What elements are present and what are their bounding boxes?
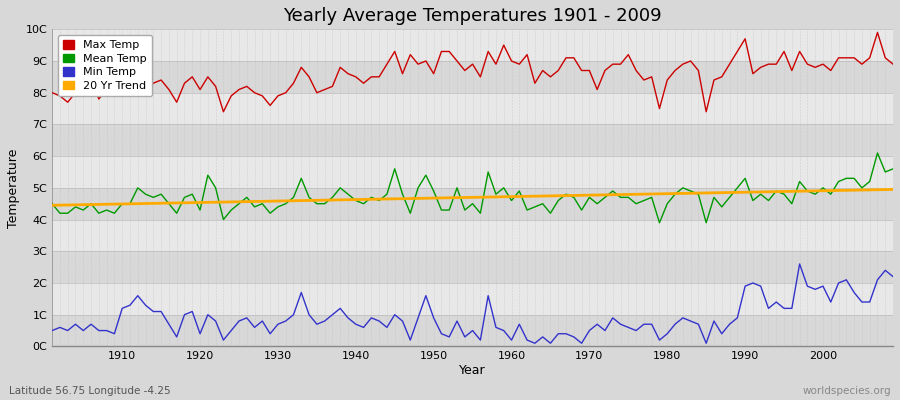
Title: Yearly Average Temperatures 1901 - 2009: Yearly Average Temperatures 1901 - 2009 (284, 7, 662, 25)
Text: Latitude 56.75 Longitude -4.25: Latitude 56.75 Longitude -4.25 (9, 386, 171, 396)
Bar (52, 188, 893, 220)
Bar (52, 93, 893, 124)
X-axis label: Year: Year (459, 364, 486, 377)
Bar (52, 315, 893, 346)
Bar (52, 124, 893, 156)
Bar (52, 283, 893, 315)
Bar (52, 156, 893, 188)
Bar (52, 29, 893, 61)
Bar (52, 220, 893, 251)
Bar (52, 251, 893, 283)
Y-axis label: Temperature: Temperature (7, 148, 20, 228)
Legend: Max Temp, Mean Temp, Min Temp, 20 Yr Trend: Max Temp, Mean Temp, Min Temp, 20 Yr Tre… (58, 35, 152, 96)
Bar (52, 61, 893, 93)
Text: worldspecies.org: worldspecies.org (803, 386, 891, 396)
